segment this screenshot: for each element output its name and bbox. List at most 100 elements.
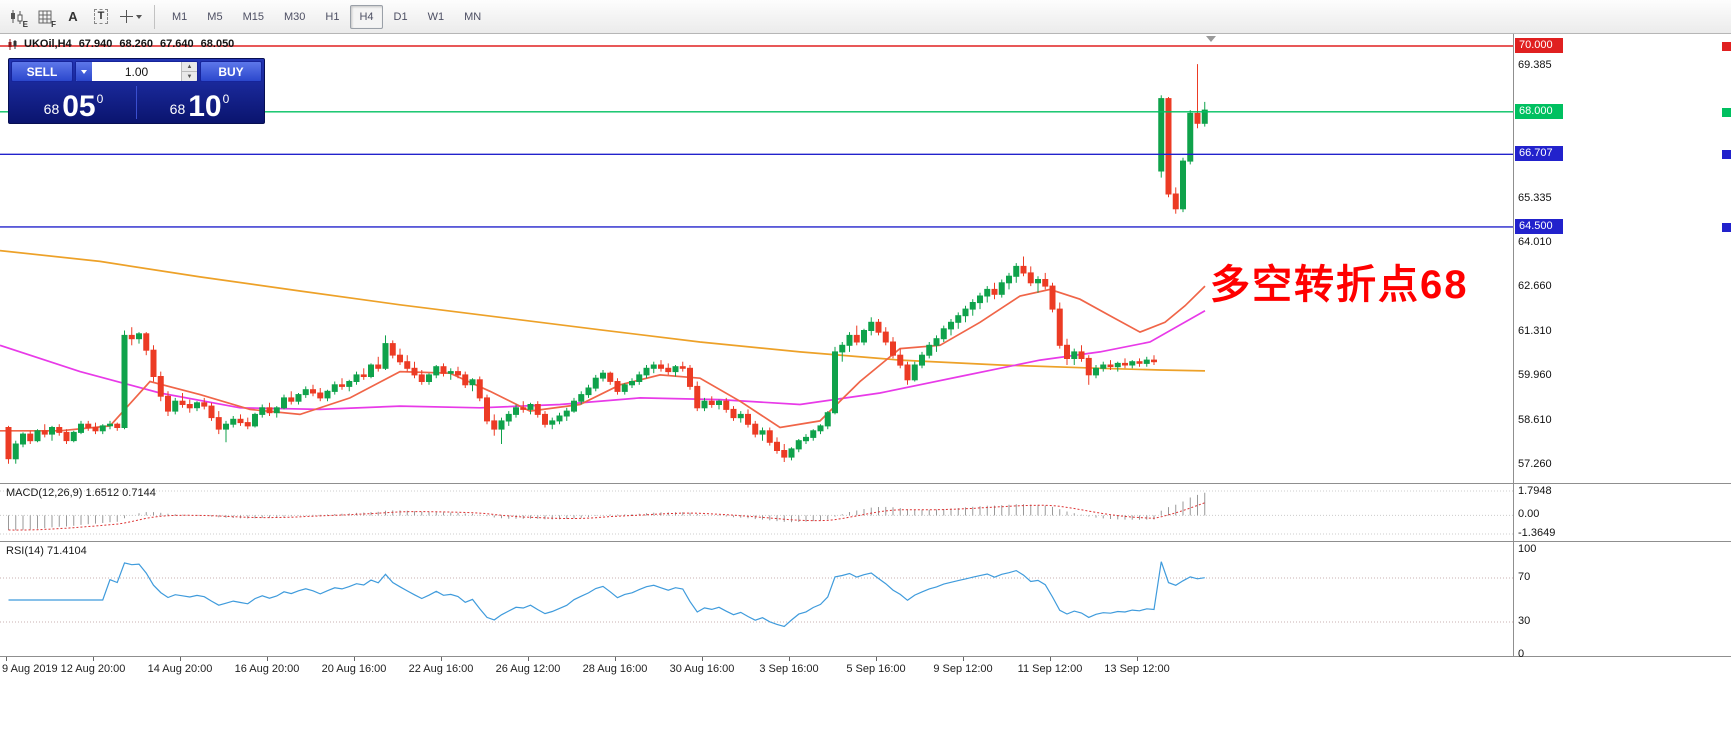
volume-up-button[interactable]: ▲ [182, 62, 197, 72]
price-axis-label: 58.610 [1518, 413, 1552, 426]
toolbar-separator [154, 4, 155, 29]
macd-panel: MACD(12,26,9) 1.6512 0.7144 [0, 484, 1513, 541]
panel-separator[interactable] [0, 483, 1731, 484]
timeframe-button-H1[interactable]: H1 [316, 5, 348, 29]
time-axis-tick [441, 657, 442, 661]
ohlc-close: 68.050 [200, 38, 235, 50]
line-edge-mark [1722, 107, 1731, 117]
volume-caret-icon [81, 69, 87, 74]
chart-shift-marker-icon[interactable] [1206, 36, 1216, 42]
time-axis-label: 28 Aug 16:00 [582, 663, 648, 675]
price-line-tag: 66.707 [1515, 146, 1563, 162]
price-axis-label: 57.260 [1518, 458, 1552, 470]
price-axis-separator [1513, 34, 1514, 656]
panel-separator [0, 656, 1731, 657]
timeframe-button-H4[interactable]: H4 [350, 4, 383, 29]
macd-axis-label: 0.00 [1518, 508, 1540, 521]
timeframe-button-W1[interactable]: W1 [419, 5, 454, 29]
text-a-icon[interactable]: A [60, 4, 86, 30]
macd-axis-label: -1.3649 [1518, 527, 1556, 539]
time-axis-label: 3 Sep 16:00 [759, 663, 819, 675]
candlestick-tool-icon[interactable]: E [4, 4, 30, 30]
time-axis-tick [615, 657, 616, 661]
buy-button[interactable]: BUY [200, 61, 262, 82]
volume-input[interactable] [92, 62, 181, 81]
chart-ohlc-header: UKOil,H4 67.940 68.260 67.640 68.050 [8, 38, 234, 50]
price-line-tag: 64.500 [1515, 218, 1563, 234]
time-axis-label: 16 Aug 20:00 [234, 663, 300, 675]
sell-price-button[interactable]: 68 05 0 [11, 82, 136, 123]
text-box-icon[interactable]: T [88, 4, 114, 30]
ohlc-open: 67.940 [78, 38, 113, 50]
price-line-tag: 70.000 [1515, 38, 1563, 53]
time-axis-label: 11 Sep 12:00 [1017, 663, 1083, 675]
rsi-axis-label: 70 [1518, 571, 1531, 583]
grid-tool-icon[interactable]: F [32, 4, 58, 30]
time-axis-label: 5 Sep 16:00 [846, 663, 906, 675]
timeframe-toolbar: M1 M5 M15 M30 H1 H4 D1 W1 MN [163, 4, 490, 29]
price-axis-label: 61.310 [1518, 324, 1552, 337]
buy-price-button[interactable]: 68 10 0 [137, 82, 262, 123]
time-axis-label: 20 Aug 16:00 [321, 663, 387, 675]
price-axis-label: 69.385 [1518, 59, 1552, 72]
line-edge-mark [1722, 150, 1731, 160]
buy-price-frac: 0 [222, 92, 230, 106]
volume-dropdown-button[interactable] [76, 62, 92, 81]
rsi-panel: RSI(14) 71.4104 [0, 542, 1513, 656]
timeframe-button-M1[interactable]: M1 [163, 5, 196, 29]
crosshair-icon[interactable] [116, 4, 146, 30]
trade-panel-prices: 68 05 0 68 10 0 [11, 82, 262, 123]
timeframe-button-M5[interactable]: M5 [198, 5, 231, 29]
volume-control: ▲ ▼ [75, 61, 198, 82]
time-axis-label: 22 Aug 16:00 [408, 663, 474, 675]
timeframe-button-M30[interactable]: M30 [275, 5, 314, 29]
price-axis-label: 64.010 [1518, 236, 1552, 248]
price-line-tag: 68.000 [1515, 103, 1563, 119]
rsi-axis-label: 30 [1518, 615, 1531, 627]
price-axis-label: 65.335 [1518, 192, 1552, 205]
time-axis-tick [528, 657, 529, 661]
panel-separator[interactable] [0, 541, 1731, 542]
price-axis-label: 62.660 [1518, 280, 1552, 293]
timeframe-button-D1[interactable]: D1 [385, 5, 417, 29]
time-axis-label: 13 Sep 12:00 [1104, 663, 1170, 675]
ohlc-low: 67.640 [160, 38, 194, 50]
timeframe-button-MN[interactable]: MN [455, 5, 490, 29]
volume-down-button[interactable]: ▼ [182, 72, 197, 81]
timeframe-button-M15[interactable]: M15 [234, 5, 273, 29]
sell-button[interactable]: SELL [11, 61, 73, 82]
time-axis-label: 9 Aug 2019 [2, 663, 58, 675]
time-axis-label: 9 Sep 12:00 [933, 663, 993, 675]
one-click-trading-panel: SELL ▲ ▼ BUY 68 05 0 [8, 58, 265, 124]
macd-svg [0, 490, 1513, 535]
candles-glyph [11, 9, 23, 24]
crosshair-glyph [120, 10, 133, 23]
chart-annotation: 多空转折点68 [1210, 263, 1469, 307]
rsi-label: RSI(14) 71.4104 [6, 545, 87, 557]
toolbar: E F A T M1 M5 M15 M30 H1 H4 D1 W1 MN [0, 0, 1731, 34]
main-chart-svg[interactable] [0, 34, 1513, 483]
time-axis-label: 12 Aug 20:00 [60, 663, 126, 675]
volume-spinner: ▲ ▼ [181, 62, 197, 81]
price-divider [136, 86, 137, 119]
time-axis-tick [876, 657, 877, 661]
time-axis-label: 30 Aug 16:00 [669, 663, 735, 675]
time-axis-tick [180, 657, 181, 661]
time-axis-tick [354, 657, 355, 661]
macd-axis-label: 1.7948 [1518, 485, 1552, 497]
time-axis: 9 Aug 2019 12 Aug 20:00 14 Aug 20:00 16 Aug… [0, 657, 1731, 680]
time-axis-tick [789, 657, 790, 661]
dropdown-caret-icon [136, 14, 142, 19]
price-axis-label: 59.960 [1518, 369, 1552, 382]
rsi-svg [0, 561, 1513, 628]
sell-price-pips: 05 [62, 90, 96, 124]
rsi-axis-label: 100 [1518, 543, 1537, 555]
time-axis-tick [1137, 657, 1138, 661]
time-axis-tick [702, 657, 703, 661]
chart-area[interactable]: UKOil,H4 67.940 68.260 67.640 68.050 SEL… [0, 34, 1513, 483]
sell-price-units: 68 [43, 101, 60, 117]
sell-price-frac: 0 [96, 92, 104, 106]
time-axis-tick [963, 657, 964, 661]
buy-price-units: 68 [169, 101, 186, 117]
